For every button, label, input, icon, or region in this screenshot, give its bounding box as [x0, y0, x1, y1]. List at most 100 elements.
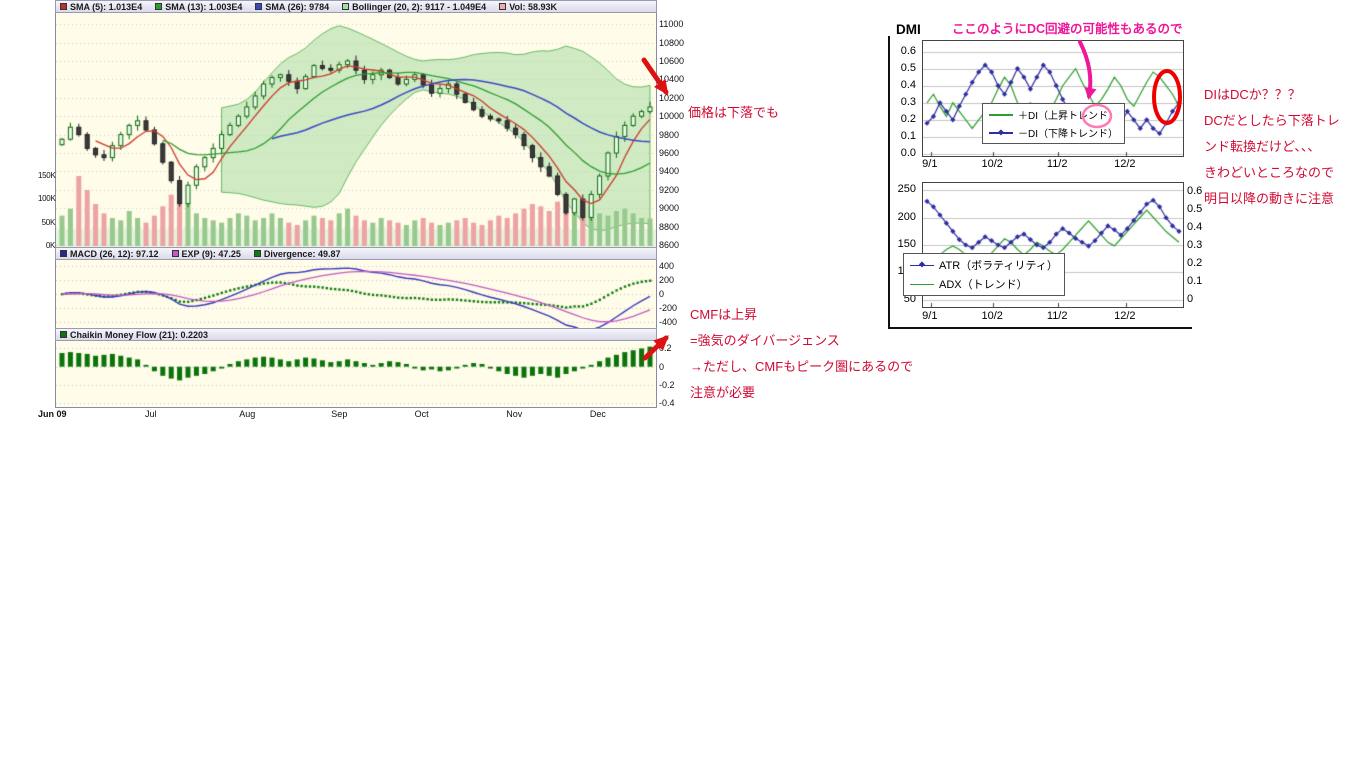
price-y-tick: 10600 [659, 56, 685, 66]
cmf-annotation: CMFは上昇 =強気のダイバージェンス →ただし、CMFもピーク圏にあるので 注意が必… [690, 302, 913, 406]
price-y-tick: 10200 [659, 92, 685, 103]
atr-x-tick: 11/2 [1046, 310, 1068, 322]
legend-swatch [60, 331, 67, 338]
adx-y-tick: 0.3 [1187, 238, 1203, 251]
price-y-tick: 10000 [659, 111, 685, 122]
annotation-line: →ただし、CMFもピーク圏にあるので [690, 359, 914, 374]
legend-swatch [60, 250, 67, 257]
dmi-x-tick: 11/2 [1046, 158, 1068, 170]
legend-item: EXP (9): 47.25 [171, 248, 241, 259]
legend-label: SMA (13): 1.003E4 [165, 1, 243, 12]
cmf-y-tick: 0.2 [659, 343, 672, 354]
cmf-pane-legend: Chaikin Money Flow (21): 0.2203 [55, 328, 657, 341]
legend-swatch [342, 3, 350, 10]
atr-x-tick: 10/2 [981, 310, 1003, 322]
legend-item: SMA (5): 1.013E4 [60, 2, 142, 12]
legend-swatch [255, 3, 263, 10]
dmi-y-tick: 0.0 [900, 147, 916, 159]
atr-y-tick: 250 [897, 183, 916, 196]
macd-y-tick: 0 [659, 289, 665, 299]
price-annotation: 価格は下落でも [688, 105, 780, 120]
legend-label: ADX（トレンド） [939, 279, 1028, 291]
price-y-tick: 11000 [659, 19, 684, 30]
price-y-tick: 9400 [659, 166, 680, 177]
legend-label: SMA (5): 1.013E4 [70, 1, 143, 12]
legend-label: MACD (26, 12): 97.12 [70, 248, 159, 259]
dmi-y-tick: 0.3 [900, 95, 916, 108]
dmi-x-tick: 12/2 [1114, 158, 1136, 170]
legend-item: SMA (13): 1.003E4 [155, 2, 242, 12]
x-axis-label: Dec [589, 409, 606, 419]
macd-y-tick: 200 [659, 274, 675, 285]
adx-line-sample [910, 279, 934, 289]
atr-x-tick: 12/2 [1114, 310, 1136, 322]
x-axis-label: Sep [331, 409, 348, 419]
x-axis-label: Nov [506, 409, 523, 419]
stock-chart-app: SMA (5): 1.013E4 SMA (13): 1.003E4 SMA (26… [38, 0, 686, 424]
adx-y-tick: 0.6 [1187, 185, 1203, 198]
annotation-line: DCだとしたら下落トレ [1204, 113, 1340, 128]
legend-swatch [171, 250, 179, 257]
price-y-tick: 9200 [659, 184, 680, 195]
legend-swatch [60, 3, 67, 10]
macd-pane-legend: MACD (26, 12): 97.12 EXP (9): 47.25 Diverg… [55, 247, 657, 260]
price-pane-legend: SMA (5): 1.013E4 SMA (13): 1.003E4 SMA (26… [55, 0, 657, 13]
legend-label: －DI（下降トレンド） [1018, 129, 1118, 140]
legend-item: Chaikin Money Flow (21): 0.2203 [60, 330, 208, 340]
volume-y-tick: 50K [41, 217, 56, 227]
legend-row-minus-di: ◆ －DI（下降トレンド） [989, 125, 1118, 140]
atr-x-tick: 9/1 [922, 310, 938, 322]
x-axis-label: Oct [414, 409, 429, 419]
atr-y-tick: 200 [897, 210, 916, 223]
legend-item: Divergence: 49.87 [253, 248, 341, 259]
cmf-y-tick: -0.4 [659, 398, 675, 409]
macd-chart-canvas[interactable] [55, 260, 657, 329]
adx-y-tick: 0 [1187, 292, 1194, 305]
price-y-tick: 9600 [659, 148, 680, 158]
volume-y-tick: 100K [38, 194, 56, 204]
diamond-marker-icon: ◆ [918, 259, 926, 269]
adx-y-tick: 0.5 [1187, 203, 1203, 216]
legend-item: MACD (26, 12): 97.12 [60, 249, 159, 259]
price-chart-canvas[interactable] [55, 13, 657, 248]
adx-y-tick: 0.4 [1187, 220, 1203, 233]
volume-y-tick: 0K [45, 241, 55, 250]
legend-swatch [253, 250, 261, 257]
minus-di-line-sample: ◆ [989, 128, 1013, 138]
legend-item: Bollinger (20, 2): 9117 - 1.049E4 [342, 2, 486, 12]
adx-y-tick: 0.1 [1187, 274, 1203, 287]
annotation-line: DIはDCか？？？ [1204, 87, 1301, 102]
dmi-annotation: DIはDCか？？？ DCだとしたら下落トレ ンド転換だけど、、、 きわどいところなので… [1204, 82, 1340, 212]
cmf-y-tick: -0.2 [659, 379, 675, 390]
legend-label: Chaikin Money Flow (21): 0.2203 [70, 329, 209, 340]
cmf-y-tick: 0 [659, 361, 665, 372]
price-y-tick: 9000 [659, 203, 680, 214]
legend-row-adx: ADX（トレンド） [910, 276, 1058, 292]
dmi-x-tick: 10/2 [981, 158, 1003, 170]
legend-label: Divergence: 49.87 [263, 248, 341, 259]
atr-line-sample: ◆ [910, 260, 934, 270]
annotation-line: ンド転換だけど、、、 [1204, 139, 1321, 154]
price-y-tick: 10800 [659, 37, 685, 48]
legend-row-atr: ◆ ATR（ボラティリティ） [910, 257, 1058, 273]
dc-avoidance-annotation: ここのようにDC回避の可能性もあるので [952, 22, 1183, 36]
legend-label: EXP (9): 47.25 [181, 248, 241, 259]
legend-item: Vol: 58.93K [499, 2, 557, 12]
legend-label: ATR（ボラティリティ） [939, 260, 1058, 272]
dmi-y-tick: 0.2 [900, 112, 916, 125]
annotation-line: 注意が必要 [690, 385, 756, 400]
macd-y-tick: 400 [659, 260, 675, 271]
legend-swatch [155, 3, 163, 10]
dmi-section-frame [888, 36, 1192, 329]
macd-y-tick: -400 [659, 317, 678, 328]
cmf-chart-canvas[interactable] [55, 341, 657, 408]
annotation-line: =強気のダイバージェンス [690, 333, 840, 348]
annotation-line: CMFは上昇 [690, 307, 758, 322]
volume-y-tick: 150K [38, 171, 56, 180]
legend-label: Vol: 58.93K [509, 1, 558, 12]
legend-swatch [499, 3, 507, 10]
dmi-x-tick: 9/1 [922, 158, 938, 170]
annotation-line: 明日以降の動きに注意 [1204, 191, 1335, 206]
dmi-legend-box: ＋DI（上昇トレンド） ◆ －DI（下降トレンド） [982, 103, 1125, 144]
